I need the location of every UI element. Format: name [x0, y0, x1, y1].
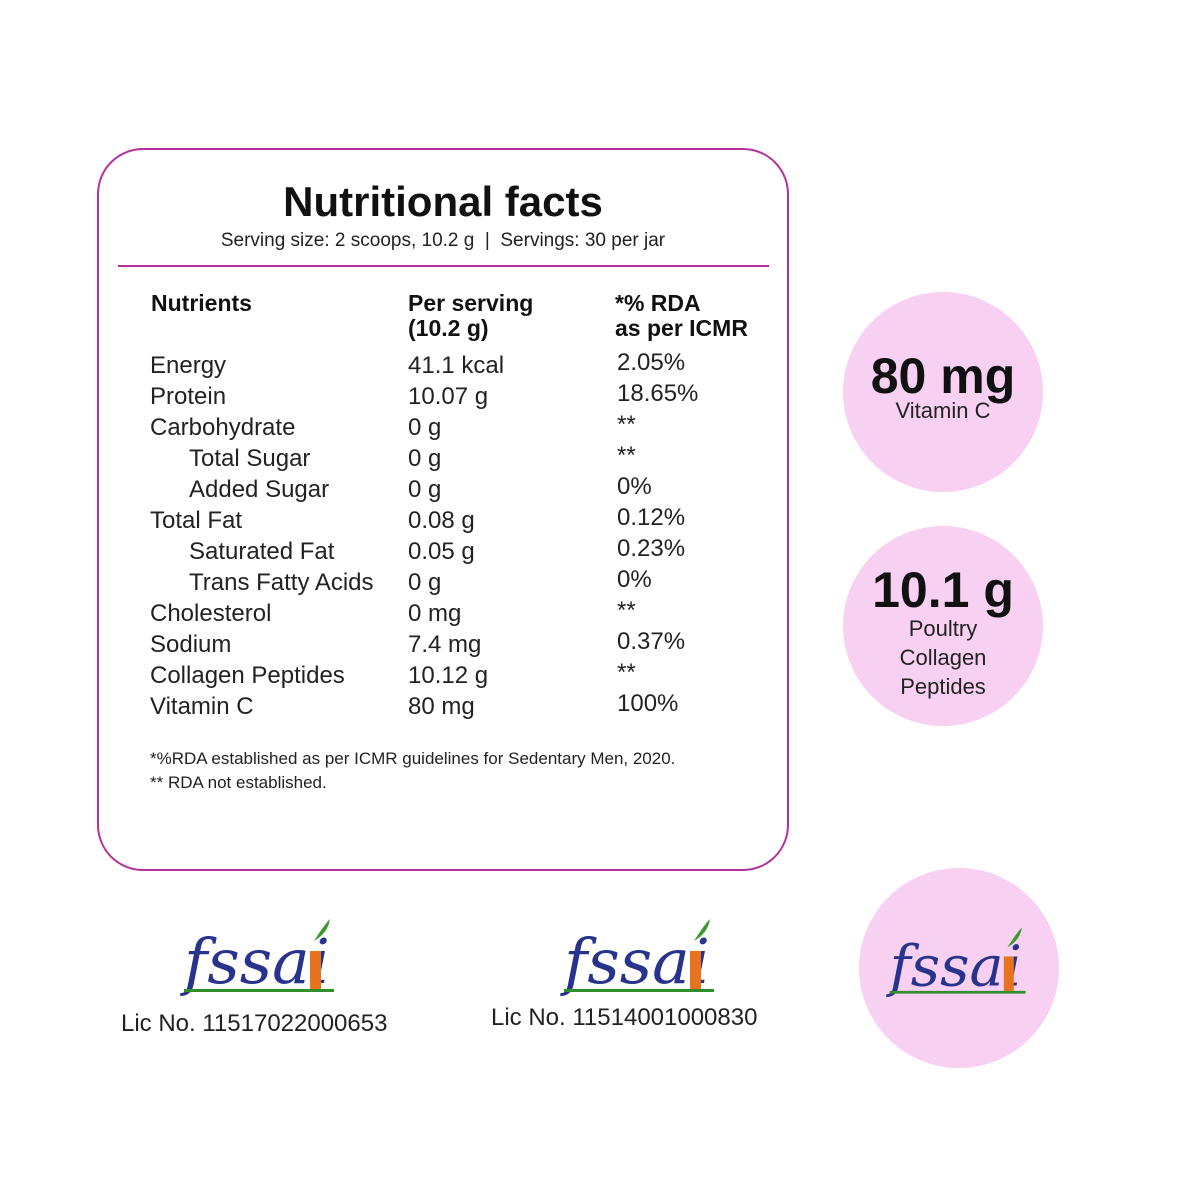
license-number: Lic No. 11517022000653 [121, 1010, 388, 1037]
per-serving-value: 0 g [408, 414, 442, 441]
header-per-serving-line2: (10.2 g) [408, 315, 489, 341]
rda-value: 0.12% [617, 504, 686, 531]
per-serving-value: 0 mg [408, 600, 462, 627]
rda-value: 18.65% [617, 380, 699, 407]
nutrient-name: Vitamin C [150, 693, 254, 720]
nutrient-name: Saturated Fat [189, 538, 335, 565]
header-per-serving-line1: Per serving [408, 290, 534, 316]
nutrient-name: Protein [150, 383, 227, 410]
per-serving-value: 0.08 g [408, 507, 475, 534]
rda-value: 100% [617, 690, 679, 717]
badge-amount: 80 mg [870, 348, 1016, 404]
table-row: Total Sugar 0 g ** [0, 442, 1200, 474]
per-serving-value: 80 mg [408, 693, 475, 720]
footnote-rda: *%RDA established as per ICMR guidelines… [150, 749, 676, 768]
table-row: Protein 10.07 g 18.65% [0, 380, 1200, 412]
rda-value: 0.37% [617, 628, 686, 655]
nutrient-name: Total Fat [150, 507, 243, 534]
table-row: Vitamin C 80 mg 100% [0, 690, 1200, 722]
per-serving-value: 0 g [408, 569, 442, 596]
nutrient-name: Energy [150, 352, 227, 379]
fssai-logo-text: fssai [560, 925, 710, 997]
nutrient-name: Trans Fatty Acids [189, 569, 374, 596]
nutrient-name: Cholesterol [150, 600, 272, 627]
rda-value: ** [617, 442, 636, 469]
rda-value: 0.23% [617, 535, 686, 562]
table-row: Sodium 7.4 mg 0.37% [0, 628, 1200, 660]
fssai-badge [859, 868, 1059, 1068]
badge-label-line2: Collagen [899, 645, 987, 670]
per-serving-value: 7.4 mg [408, 631, 482, 658]
rda-value: ** [617, 597, 636, 624]
rda-value: 2.05% [617, 349, 686, 376]
table-row: Collagen Peptides 10.12 g ** [0, 659, 1200, 691]
per-serving-value: 41.1 kcal [408, 352, 505, 379]
per-serving-value: 0.05 g [408, 538, 475, 565]
nutrition-table: Energy 41.1 kcal 2.05% Protein 10.07 g 18.65%… [0, 349, 1200, 722]
badge-label-line1: Poultry [908, 616, 978, 641]
nutrient-name: Carbohydrate [150, 414, 296, 441]
per-serving-value: 0 g [408, 445, 442, 472]
badge-label: Vitamin C [895, 398, 991, 423]
rda-value: 0% [617, 473, 652, 500]
collagen-badge: 10.1 g Poultry Collagen Peptides [843, 526, 1043, 726]
header-rda-line2: as per ICMR [615, 315, 748, 341]
badge-amount: 10.1 g [872, 562, 1014, 618]
table-row: Carbohydrate 0 g ** [0, 411, 1200, 443]
nutrition-panel [97, 148, 789, 871]
table-row: Added Sugar 0 g 0% [0, 473, 1200, 505]
header-per-serving: Per serving (10.2 g) [408, 291, 533, 341]
header-rda: *% RDA as per ICMR [615, 291, 748, 341]
header-rda-line1: *% RDA [615, 290, 701, 316]
nutrient-name: Total Sugar [189, 445, 311, 472]
header-nutrients: Nutrients [151, 290, 252, 316]
rda-value: ** [617, 659, 636, 686]
fssai-logo-text: fssai [180, 925, 330, 997]
vitamin-c-badge: 80 mg Vitamin C [843, 292, 1043, 492]
serving-info: Serving size: 2 scoops, 10.2 g | Serving… [220, 230, 666, 251]
rda-value: ** [617, 411, 636, 438]
footnote-not-established: ** RDA not established. [150, 773, 327, 792]
table-row: Total Fat 0.08 g 0.12% [0, 504, 1200, 536]
per-serving-value: 10.12 g [408, 662, 489, 689]
nutrient-name: Collagen Peptides [150, 662, 345, 689]
panel-title: Nutritional facts [283, 178, 603, 225]
fssai-logo-text: fssai [886, 934, 1022, 999]
nutrient-name: Added Sugar [189, 476, 330, 503]
fssai-logo: fssai [180, 919, 334, 997]
fssai-logo: fssai [560, 919, 714, 997]
nutrient-name: Sodium [150, 631, 232, 658]
badge-label-line3: Peptides [900, 674, 986, 699]
divider [118, 265, 769, 267]
table-row: Cholesterol 0 mg ** [0, 597, 1200, 629]
fssai-logo: fssai [886, 927, 1026, 999]
license-number: Lic No. 11514001000830 [491, 1004, 758, 1031]
table-row: Saturated Fat 0.05 g 0.23% [0, 535, 1200, 567]
table-row: Energy 41.1 kcal 2.05% [0, 349, 1200, 381]
per-serving-value: 10.07 g [408, 383, 489, 410]
per-serving-value: 0 g [408, 476, 442, 503]
table-row: Trans Fatty Acids 0 g 0% [0, 566, 1200, 598]
rda-value: 0% [617, 566, 652, 593]
